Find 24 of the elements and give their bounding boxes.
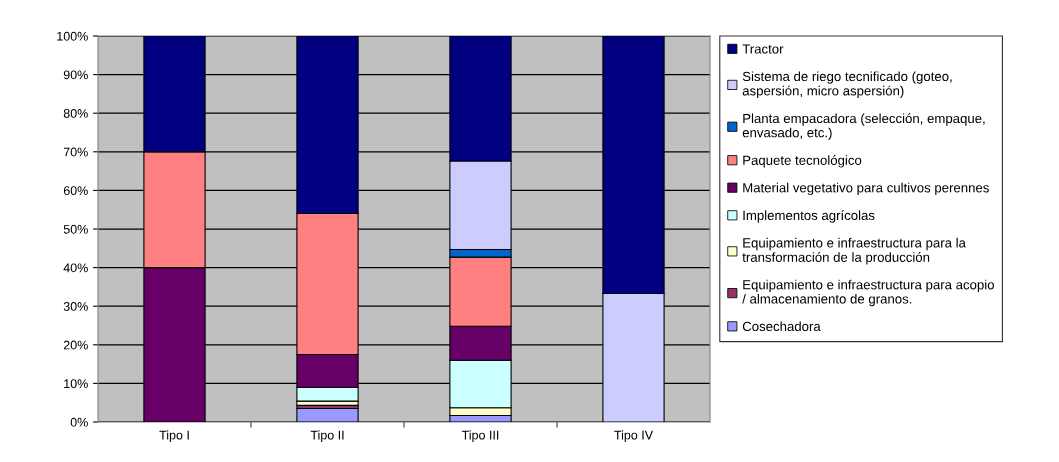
x-tick-label: Tipo I: [159, 430, 189, 442]
legend-label: Tractor: [742, 44, 784, 54]
y-tick-label: 50%: [63, 224, 88, 234]
legend-label: Planta empacadora (selección, empaque, envasado, etc.): [742, 113, 985, 140]
y-tick-label: 30%: [63, 302, 88, 311]
legend-label: Material vegetativo para cultivos perennes: [743, 182, 989, 196]
x-tick-label: Tipo II: [310, 430, 344, 442]
legend-label: Implementos agrícolas: [743, 210, 875, 223]
y-tick-label: 60%: [63, 186, 88, 196]
legend-label: Equipamiento e infraestructura para la transformación de la producción: [742, 237, 966, 265]
y-tick-label: 100%: [57, 31, 88, 41]
legend-label: Equipamiento e infraestructura para acopio / almacenamiento de granos.: [742, 279, 994, 307]
legend-label: Sistema de riego tecnificado (goteo, aspersión, micro aspersión): [742, 71, 952, 99]
y-tick-label: 0%: [70, 417, 88, 427]
x-tick-label: Tipo III: [461, 430, 499, 442]
y-tick-label: 20%: [63, 340, 88, 350]
y-tick-label: 90%: [63, 70, 88, 80]
legend-label: Paquete tecnológico: [743, 155, 862, 168]
y-tick-label: 40%: [63, 263, 88, 273]
legend-label: Cosechadora: [742, 321, 821, 332]
y-tick-label: 10%: [64, 379, 88, 389]
y-tick-label: 80%: [63, 109, 88, 118]
x-tick-label: Tipo IV: [614, 430, 654, 442]
y-tick-label: 70%: [63, 147, 88, 157]
